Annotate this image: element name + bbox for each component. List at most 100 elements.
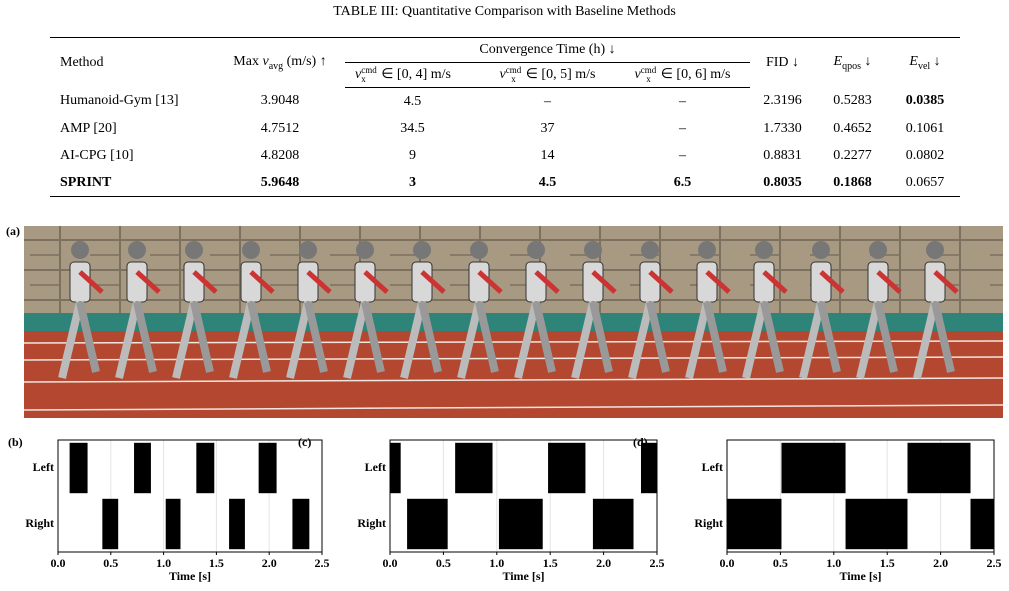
robot-body (582, 261, 604, 303)
robot (571, 241, 617, 379)
x-tick-label: 0.5 (773, 556, 788, 570)
robot-leg (400, 301, 426, 379)
robot-leg (742, 301, 768, 379)
table-cell: 0.1061 (905, 120, 945, 136)
robot-arm (135, 270, 161, 294)
header-cell: Evel ↓ (890, 37, 961, 88)
robot (514, 241, 560, 379)
table-cell: 0.5283 (833, 93, 872, 109)
table-cell: 0.2277 (833, 147, 872, 163)
text: ∈ [0, 5] m/s (522, 67, 596, 83)
robot-arm (933, 270, 959, 294)
robot-body (867, 261, 889, 303)
table-cell: 1.7330 (763, 120, 802, 136)
header-cell: v cmd x ∈ [0, 6] m/s (615, 62, 751, 88)
table-cell: – (679, 93, 686, 109)
x-axis-label: Time [s] (169, 569, 211, 583)
contact-bar (102, 498, 119, 550)
robot-leg (475, 301, 499, 373)
table-cell: 4.7512 (260, 120, 300, 136)
text: E (909, 53, 918, 69)
table-cell: 4.5 (480, 169, 615, 197)
robot-body (696, 261, 718, 303)
robot (685, 241, 731, 379)
contact-bar (727, 498, 782, 550)
robot-body (183, 261, 205, 303)
robot-leg (628, 301, 654, 379)
robot-body (411, 261, 433, 303)
robot-head (299, 241, 317, 259)
robot (343, 241, 389, 379)
robot-leg (856, 301, 882, 379)
contact-bar (498, 498, 543, 550)
table-cell: 9 (409, 147, 416, 163)
robot-arm (363, 270, 389, 294)
robot-arm (762, 270, 788, 294)
header-cell: Method (50, 37, 215, 88)
table-cell: 0.4652 (833, 120, 872, 136)
track (24, 331, 1003, 418)
table-row: AI-CPG [10] 4.8208 9 14 – 0.8831 0.2277 0.0802 (50, 142, 960, 169)
robot-arm (648, 270, 674, 294)
robot-head (812, 241, 830, 259)
robot-leg (760, 301, 784, 373)
robot-arm (249, 270, 275, 294)
robot-arm (306, 270, 332, 294)
x-tick-label: 1.0 (489, 556, 504, 570)
header-cell: Max vavg (m/s) ↑ (215, 37, 345, 88)
text: Max (233, 53, 263, 69)
table-cell: – (544, 93, 551, 109)
robot-leg (343, 301, 369, 379)
barrier (24, 313, 1003, 331)
x-tick-label: 2.5 (315, 556, 330, 570)
panel-label: (b) (8, 435, 23, 449)
x-tick-label: 2.0 (262, 556, 277, 570)
contact-bar (134, 442, 151, 494)
robot-head (698, 241, 716, 259)
text: cmd x (506, 66, 522, 84)
text: cmd (361, 65, 377, 75)
text: cmd (505, 65, 522, 75)
robot-head (641, 241, 659, 259)
robot (172, 241, 218, 379)
robot-head (584, 241, 602, 259)
plot-frame (57, 439, 323, 553)
x-tick-label: 0.0 (51, 556, 66, 570)
robot-leg (457, 301, 483, 379)
table-cell: Humanoid-Gym [13] (60, 93, 179, 109)
text: vel (917, 60, 931, 72)
robot-head (128, 241, 146, 259)
table-cell: – (679, 120, 686, 136)
table-cell: 3.9048 (260, 93, 300, 109)
robot-leg (361, 301, 385, 373)
contact-bar (845, 498, 908, 550)
robot (229, 241, 275, 379)
robot-head (527, 241, 545, 259)
header-cell: v cmd x ∈ [0, 5] m/s (480, 62, 615, 88)
contact-bar (390, 442, 401, 494)
robot-arm (78, 270, 104, 294)
robot-leg (133, 301, 157, 373)
y-tick-label: Left (365, 460, 386, 474)
contact-bar (196, 442, 215, 494)
robot (58, 241, 104, 379)
x-axis-label: Time [s] (502, 569, 544, 583)
text: x (361, 74, 366, 84)
text: x (646, 74, 651, 84)
x-tick-label: 1.5 (209, 556, 224, 570)
robots (58, 241, 959, 379)
robot-arm (876, 270, 902, 294)
table-cell: AMP [20] (60, 120, 117, 136)
robot (115, 241, 161, 379)
table-cell: 0.8831 (763, 147, 802, 163)
y-tick-label: Left (702, 460, 723, 474)
text: cmd x (641, 66, 657, 84)
table-row: Humanoid-Gym [13] 3.9048 4.5 – – 2.3196 0.5283… (50, 88, 960, 116)
table-cell: 0.1868 (815, 169, 891, 197)
robot-head (356, 241, 374, 259)
x-tick-label: 2.0 (596, 556, 611, 570)
robot-leg (703, 301, 727, 373)
table-cell: 34.5 (400, 120, 425, 136)
